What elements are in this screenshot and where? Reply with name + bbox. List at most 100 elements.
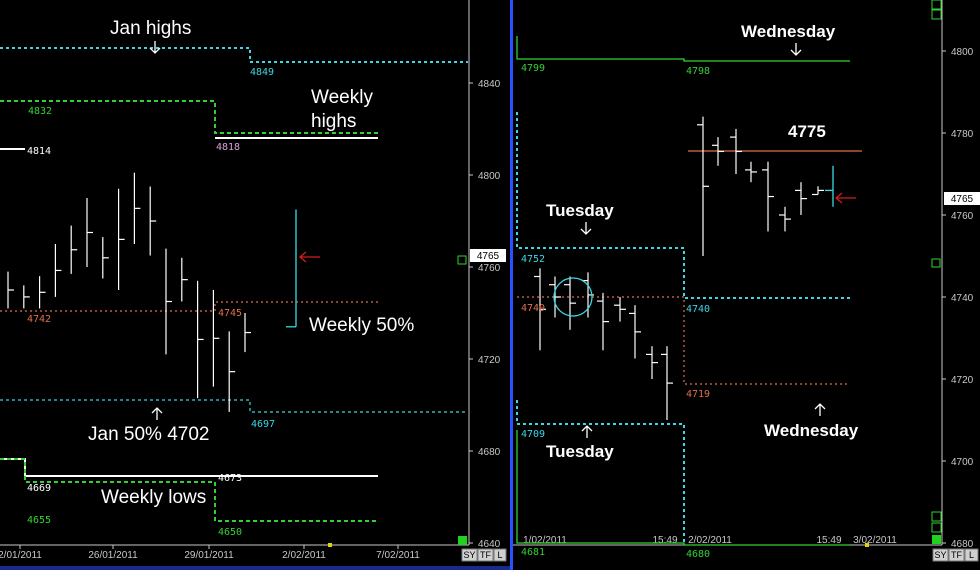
scroll-down-control-2[interactable] (931, 522, 942, 533)
l-button-right[interactable] (964, 548, 979, 562)
left-last-price-box (470, 249, 506, 262)
right-scale-marker (931, 258, 941, 268)
left-daily-chart: 4640 4680 4720 4760 4800 4840 2/01/2011 26/01/… (0, 0, 507, 562)
sy-button-right-label: SY (934, 550, 946, 560)
y-tick-label: 4760 (951, 211, 974, 222)
y-tick-label: 4720 (951, 375, 974, 386)
label-4669: 4669 (27, 483, 51, 494)
price-bar (181, 257, 188, 302)
label-4752: 4752 (521, 254, 545, 265)
weekly-low-dashed (0, 458, 378, 522)
arrow-up-icon (151, 407, 163, 420)
y-tick-label: 4680 (951, 539, 974, 550)
right-last-price-box (944, 192, 980, 205)
label-4655: 4655 (27, 515, 51, 526)
label-4799: 4799 (521, 63, 545, 74)
price-bar (165, 248, 172, 355)
y-tick-label: 4800 (951, 47, 974, 58)
x-tick-label: 2/01/2011 (0, 550, 42, 561)
highlight-circle (553, 277, 593, 317)
left-y-ticks: 4640 4680 4720 4760 4800 4840 (469, 79, 501, 550)
daily-low-green (516, 430, 850, 546)
l-button[interactable] (493, 548, 507, 562)
label-4742: 4742 (27, 314, 51, 325)
daily-high-line (516, 36, 850, 62)
tf-button[interactable] (477, 548, 494, 562)
sy-button[interactable] (461, 548, 478, 562)
annotation-jan-50: Jan 50% 4702 (88, 424, 210, 445)
x-tick-label: 2/02/2011 (282, 550, 326, 561)
jan-50-line (0, 399, 468, 413)
label-4673: 4673 (218, 473, 242, 484)
x-tick-label: 15:49 (816, 535, 841, 546)
label-4650: 4650 (218, 527, 242, 538)
price-bar (212, 290, 220, 387)
left-bottom-border (0, 566, 510, 570)
left-price-bars (7, 172, 297, 412)
price-bar (614, 297, 626, 322)
scroll-up-control[interactable] (931, 0, 942, 10)
daily-orange-line (517, 296, 850, 385)
x-tick-label: 3/02/2011 (853, 535, 897, 546)
price-bar (646, 346, 658, 379)
price-bar (597, 292, 609, 351)
annotation-4775: 4775 (788, 122, 826, 141)
weekly-low-line (0, 458, 378, 477)
label-4798: 4798 (686, 66, 710, 77)
y-tick-label: 4720 (478, 355, 501, 366)
y-tick-label: 4740 (951, 293, 974, 304)
arrow-up-icon (814, 403, 826, 416)
label-4832: 4832 (28, 106, 52, 117)
price-bar (228, 331, 236, 412)
red-arrow-icon (298, 251, 320, 263)
price-bar (23, 285, 30, 309)
right-last-price: 4765 (951, 194, 974, 205)
arrow-down-icon (149, 41, 161, 54)
price-bar (117, 188, 125, 290)
label-4709: 4709 (521, 429, 545, 440)
sy-button-right[interactable] (932, 548, 949, 562)
right-y-ticks: 4680 4700 4720 4740 4760 4780 4800 (942, 47, 974, 550)
price-bar (697, 116, 709, 256)
price-bar (730, 128, 742, 174)
arrow-down-icon (790, 43, 802, 56)
tf-button-right[interactable] (948, 548, 965, 562)
price-bar (762, 161, 774, 232)
price-bar (102, 237, 109, 279)
annotation-highs: highs (311, 111, 356, 132)
daily-cyan-line (516, 112, 850, 299)
right-time-marker (865, 543, 869, 547)
price-bar (549, 276, 561, 318)
label-4818: 4818 (216, 142, 240, 153)
left-last-price: 4765 (477, 251, 500, 262)
x-tick-label: 2/02/2011 (688, 535, 732, 546)
price-bar (38, 276, 46, 309)
panel-divider (510, 0, 513, 570)
price-bar (795, 182, 807, 215)
y-tick-label: 4640 (478, 539, 501, 550)
scroll-down-control[interactable] (931, 511, 942, 522)
label-4740-orange: 4740 (521, 303, 545, 314)
annotation-tuesday-bottom: Tuesday (546, 442, 614, 461)
arrow-down-icon (580, 222, 592, 235)
jan-high-line (0, 47, 468, 63)
label-4849: 4849 (250, 67, 274, 78)
label-4719: 4719 (686, 389, 710, 400)
annotation-weekly-50: Weekly 50% (309, 315, 414, 336)
current-price-bar (825, 165, 834, 207)
price-bar (712, 137, 724, 166)
x-tick-label: 7/02/2011 (376, 550, 420, 561)
left-time-marker (328, 543, 332, 547)
annotation-wednesday-bottom: Wednesday (764, 421, 859, 440)
left-status-square (458, 536, 467, 545)
price-bar (133, 172, 141, 244)
sy-button-label: SY (463, 550, 475, 560)
price-bar (534, 268, 546, 351)
scroll-up-control-2[interactable] (931, 9, 942, 20)
price-bar (70, 225, 78, 274)
y-tick-label: 4700 (951, 457, 974, 468)
x-tick-label: 26/01/2011 (88, 550, 138, 561)
y-tick-label: 4780 (951, 129, 974, 140)
